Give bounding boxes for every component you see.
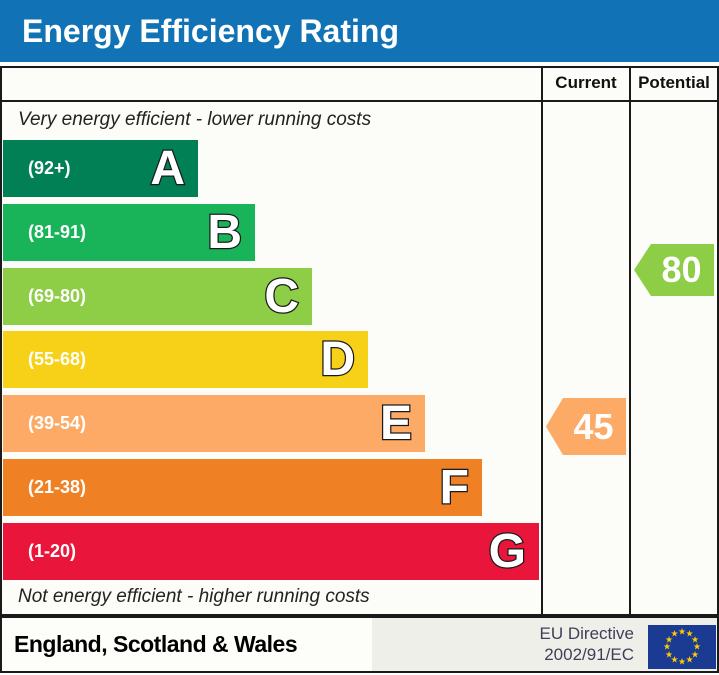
- current-rating-value: 45: [573, 405, 614, 447]
- current-column-divider: [541, 66, 543, 616]
- potential-rating-marker: 80: [634, 244, 714, 296]
- header-divider-line: [0, 100, 719, 102]
- band-letter: E: [379, 396, 414, 450]
- eu-star-icon: ★: [685, 628, 694, 639]
- page-title: Energy Efficiency Rating: [22, 12, 399, 49]
- potential-column-divider: [629, 66, 631, 616]
- eu-star-icon: ★: [670, 628, 679, 639]
- band-range-label: (1-20): [28, 541, 77, 561]
- current-rating-marker: 45: [546, 398, 626, 455]
- eu-directive-label: EU Directive 2002/91/EC: [442, 623, 634, 665]
- rating-band-a: (92+) A: [3, 140, 198, 197]
- rating-band-f: (21-38) F: [3, 459, 482, 516]
- band-letter: A: [149, 141, 186, 195]
- title-bar: Energy Efficiency Rating: [0, 0, 719, 62]
- rating-band-d: (55-68) D: [3, 331, 368, 388]
- eu-star-icon: ★: [670, 654, 679, 665]
- band-range-label: (55-68): [28, 349, 87, 369]
- footer: England, Scotland & Wales EU Directive 2…: [0, 616, 719, 673]
- band-letter: B: [206, 205, 243, 259]
- band-range-label: (21-38): [28, 477, 87, 497]
- eu-flag-icon: ★ ★ ★ ★ ★ ★ ★ ★ ★ ★ ★ ★: [648, 625, 716, 669]
- eu-star-icon: ★: [677, 656, 687, 667]
- eu-star-icon: ★: [685, 654, 694, 665]
- band-letter: F: [438, 460, 470, 514]
- rating-band-b: (81-91) B: [3, 204, 255, 261]
- eu-star-icon: ★: [690, 634, 700, 644]
- eu-star-icon: ★: [677, 626, 687, 637]
- band-range-label: (81-91): [28, 222, 87, 242]
- band-letter: D: [319, 332, 356, 386]
- band-letter: G: [487, 524, 527, 578]
- band-range-label: (92+): [28, 158, 71, 178]
- region-label: England, Scotland & Wales: [14, 631, 298, 657]
- bottom-note: Not energy efficient - higher running co…: [18, 586, 370, 607]
- top-note: Very energy efficient - lower running co…: [18, 109, 372, 130]
- potential-rating-value: 80: [661, 249, 702, 290]
- rating-band-e: (39-54) E: [3, 395, 425, 452]
- eu-directive-line2: 2002/91/EC: [544, 645, 634, 664]
- eu-star-icon: ★: [692, 641, 702, 652]
- band-range-label: (69-80): [28, 286, 87, 306]
- potential-column-header: Potential: [638, 73, 710, 92]
- band-letter: C: [263, 269, 300, 323]
- eu-star-icon: ★: [662, 641, 672, 652]
- band-range-label: (39-54): [28, 413, 87, 433]
- eu-star-icon: ★: [664, 649, 674, 659]
- eu-star-icon: ★: [690, 649, 700, 659]
- rating-band-g: (1-20) G: [3, 523, 539, 580]
- eu-directive-line1: EU Directive: [539, 624, 634, 643]
- rating-band-c: (69-80) C: [3, 268, 312, 325]
- eu-star-icon: ★: [664, 634, 674, 644]
- current-column-header: Current: [555, 73, 617, 92]
